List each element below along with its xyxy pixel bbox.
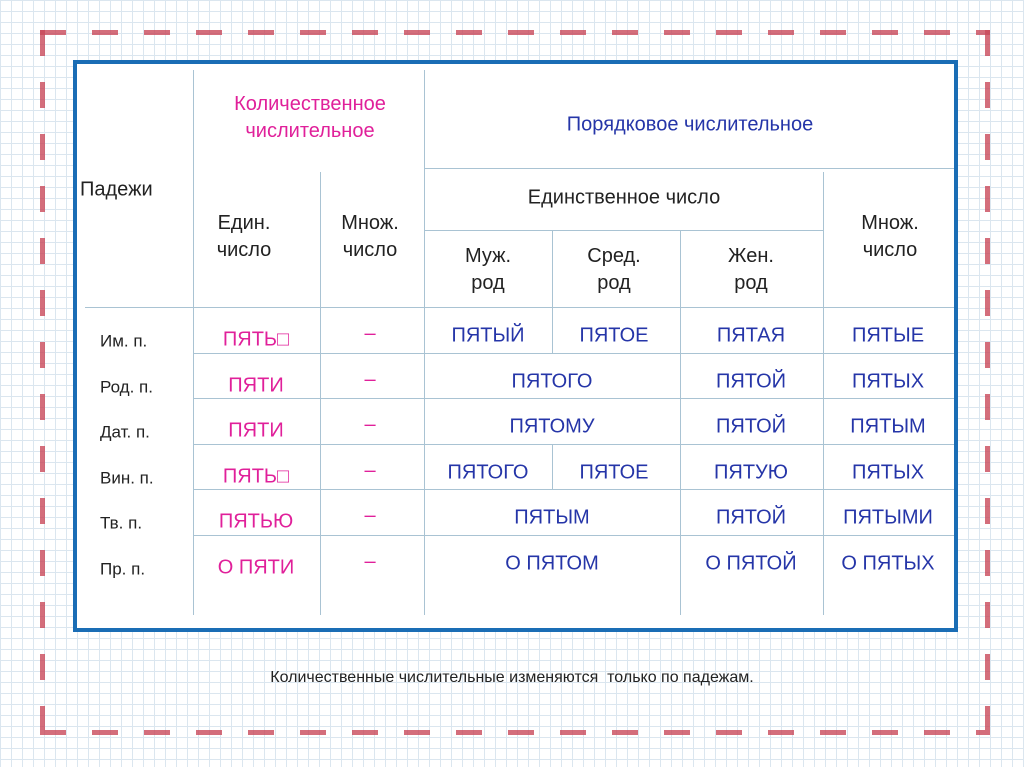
grid-line <box>85 307 954 308</box>
header-cell: Единственное число <box>527 186 721 209</box>
grid-line <box>424 70 425 615</box>
grid-line <box>193 352 954 354</box>
ordinal-cell: ПЯТЫЕ <box>851 324 925 347</box>
grid-line <box>424 230 823 231</box>
case-label: Род. п. <box>100 377 153 397</box>
ordinal-cell: О ПЯТОЙ <box>705 552 797 575</box>
ordinal-cell: ПЯТОЙ <box>715 370 787 393</box>
ordinal-cell: ПЯТОГО <box>447 461 529 484</box>
caption: Количественные числительные изменяются т… <box>270 669 754 686</box>
grid-line <box>193 534 954 536</box>
cardinal-cell: ПЯТЬ□ <box>222 328 290 351</box>
ordinal-cell: ПЯТЫМИ <box>843 506 933 529</box>
cardinal-cell: ПЯТЬЮ <box>218 510 294 533</box>
ordinal-cell: ПЯТОМУ <box>509 415 595 438</box>
ordinal-cell: ПЯТОЙ <box>715 506 787 529</box>
cardinal-cell: – <box>364 322 376 345</box>
grid-line <box>193 70 194 615</box>
ordinal-cell: ПЯТЫХ <box>851 461 925 484</box>
grid-line <box>552 307 553 353</box>
ordinal-cell: ПЯТЫМ <box>514 506 590 529</box>
grid-line <box>320 172 321 615</box>
header-cell: Порядковое числительное <box>566 113 814 136</box>
cardinal-cell: ПЯТИ <box>228 374 284 397</box>
cardinal-cell: ПЯТИ <box>228 419 284 442</box>
grid-line <box>552 443 553 489</box>
stitch-border <box>40 30 45 730</box>
grid-line <box>552 230 553 307</box>
header-cell: Муж. род <box>464 245 512 294</box>
cardinal-cell: О ПЯТИ <box>217 556 295 579</box>
ordinal-cell: ПЯТОЙ <box>715 415 787 438</box>
ordinal-cell: О ПЯТОМ <box>505 552 599 575</box>
cardinal-cell: – <box>364 413 376 436</box>
header-cell: Сред. род <box>587 245 641 294</box>
ordinal-cell: О ПЯТЫХ <box>841 552 935 575</box>
header-cell: Количественное числительное <box>234 93 386 142</box>
cardinal-cell: – <box>364 504 376 527</box>
case-label: Вин. п. <box>100 468 154 488</box>
cardinal-cell: – <box>364 550 376 573</box>
table-panel <box>73 60 958 632</box>
grid-line <box>680 230 681 615</box>
cardinal-cell: – <box>364 459 376 482</box>
ordinal-cell: ПЯТЫЙ <box>451 324 525 347</box>
grid-line <box>823 172 824 615</box>
case-label: Пр. п. <box>100 559 146 579</box>
ordinal-cell: ПЯТОГО <box>511 370 593 393</box>
case-label: Дат. п. <box>100 423 150 443</box>
cardinal-cell: ПЯТЬ□ <box>222 465 290 488</box>
cardinal-cell: – <box>364 368 376 391</box>
stitch-border <box>40 730 990 735</box>
ordinal-cell: ПЯТЫХ <box>851 370 925 393</box>
grid-line <box>193 443 954 445</box>
ordinal-cell: ПЯТОЕ <box>579 324 649 347</box>
case-label: Им. п. <box>100 332 148 352</box>
header-cell: Жен. род <box>728 245 774 294</box>
header-cell: Множ. число <box>861 212 919 261</box>
ordinal-cell: ПЯТУЮ <box>714 461 788 484</box>
header-cell: Падежи <box>80 178 153 201</box>
header-cell: Множ. число <box>341 212 399 261</box>
ordinal-cell: ПЯТОЕ <box>579 461 649 484</box>
stitch-border <box>985 30 990 730</box>
stitch-border <box>40 30 990 35</box>
grid-line <box>193 489 954 490</box>
ordinal-cell: ПЯТЫМ <box>850 415 926 438</box>
grid-line <box>193 398 954 399</box>
header-cell: Един. число <box>216 212 272 261</box>
case-label: Тв. п. <box>100 514 143 534</box>
grid-line <box>424 168 954 169</box>
ordinal-cell: ПЯТАЯ <box>716 324 786 347</box>
